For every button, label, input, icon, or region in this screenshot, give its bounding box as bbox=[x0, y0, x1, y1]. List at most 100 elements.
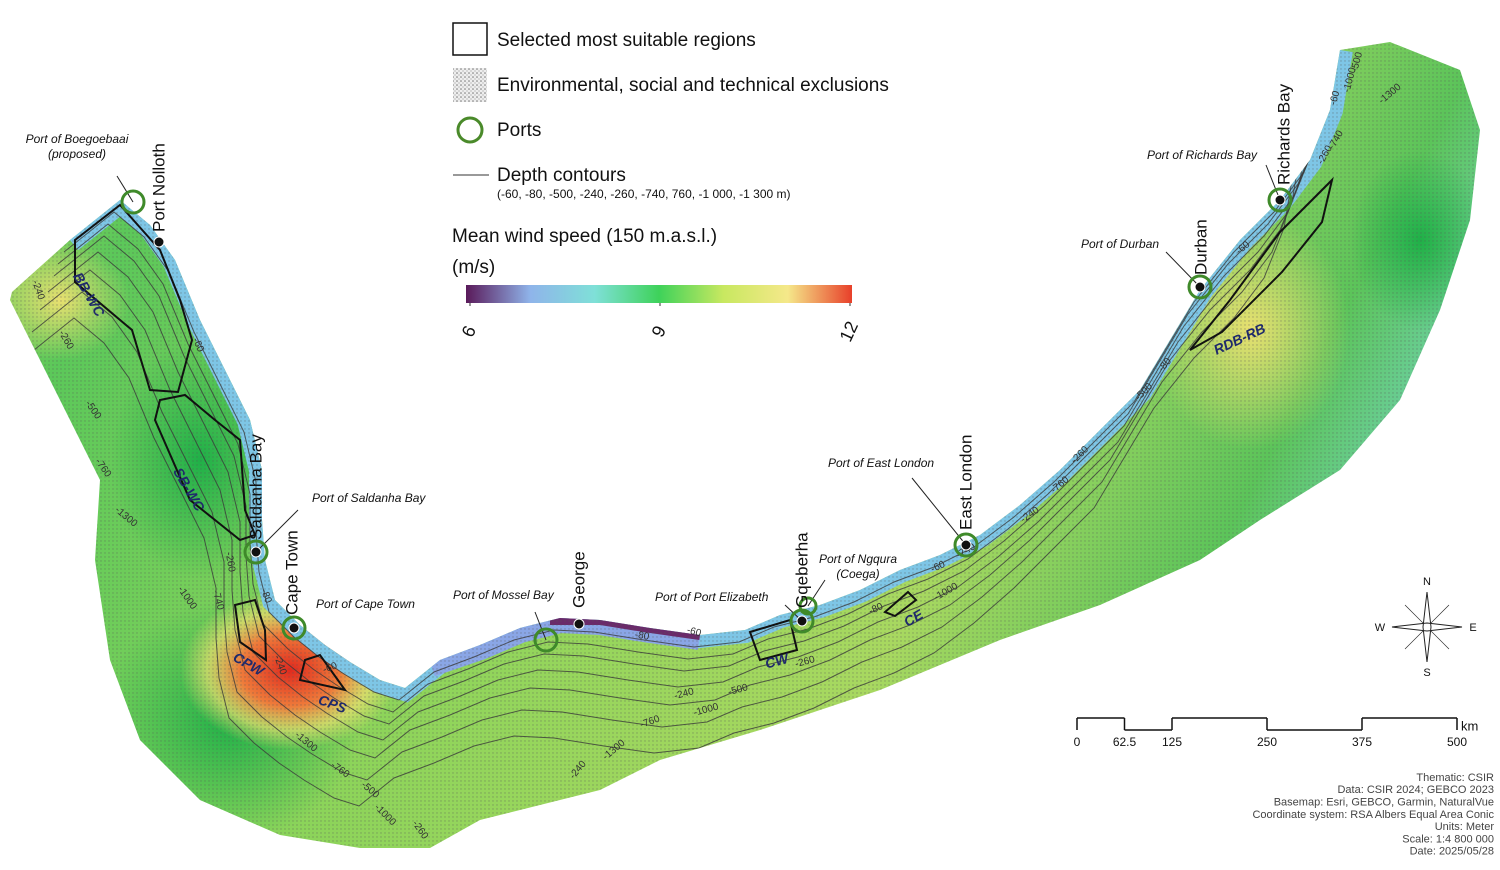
port-label: (proposed) bbox=[48, 147, 106, 161]
credit-line: Data: CSIR 2024; GEBCO 2023 bbox=[1337, 784, 1494, 796]
town-label: Richards Bay bbox=[1274, 83, 1293, 185]
port-leader bbox=[534, 611, 547, 641]
town-label: East London bbox=[956, 435, 975, 530]
port-marker bbox=[953, 532, 979, 558]
port-leader bbox=[911, 477, 967, 546]
colorbar-tick-label: 12 bbox=[836, 318, 863, 345]
legend-port-swatch bbox=[456, 116, 484, 144]
legend-wind-unit: (m/s) bbox=[452, 257, 495, 278]
town-dot bbox=[1274, 194, 1286, 206]
region-outline bbox=[1189, 176, 1334, 351]
contour-label: -260 bbox=[223, 551, 237, 573]
port-marker bbox=[798, 596, 818, 616]
legend-contours: Depth contours bbox=[497, 165, 626, 186]
depth-contour bbox=[57, 73, 1329, 713]
credit-line: Thematic: CSIR bbox=[1416, 772, 1494, 784]
port-label: Port of East London bbox=[828, 456, 934, 470]
town-dot bbox=[250, 546, 262, 558]
contour-label: -60 bbox=[686, 625, 703, 639]
contour-label: -500 bbox=[1349, 51, 1365, 74]
port-marker bbox=[1187, 274, 1213, 300]
credit-line: Coordinate system: RSA Albers Equal Area… bbox=[1252, 809, 1494, 821]
port-label: Port of Saldanha Bay bbox=[312, 491, 426, 505]
depth-contour bbox=[31, 141, 1303, 781]
compass: N E S W bbox=[1375, 576, 1477, 679]
scale-tick-label: 375 bbox=[1352, 735, 1372, 749]
scale-unit: km bbox=[1461, 718, 1478, 733]
regions bbox=[74, 176, 1334, 692]
depth-contour bbox=[53, 85, 1325, 725]
region-label: CW bbox=[763, 650, 791, 672]
region-outline bbox=[153, 393, 257, 542]
scale-tick-label: 0 bbox=[1074, 735, 1081, 749]
scale-tick-label: 250 bbox=[1257, 735, 1277, 749]
contour-label: -60 bbox=[321, 660, 339, 675]
contour-label: -80 bbox=[634, 629, 651, 642]
port-marker bbox=[243, 539, 269, 565]
legend-exclusions: Environmental, social and technical excl… bbox=[497, 75, 889, 96]
scale-tick-label: 500 bbox=[1447, 735, 1467, 749]
scale-bar: 0 62.5 125 250 375 500 km bbox=[1074, 717, 1478, 749]
town-dot bbox=[288, 622, 300, 634]
town-dot bbox=[796, 615, 808, 627]
town-label: Durban bbox=[1191, 219, 1210, 275]
legend-regions: Selected most suitable regions bbox=[497, 30, 756, 51]
town-label: Saldanha Bay bbox=[246, 434, 265, 540]
town-dot bbox=[960, 539, 972, 551]
port-label: Port of Richards Bay bbox=[1147, 148, 1258, 162]
compass-letter: S bbox=[1423, 667, 1430, 679]
depth-contour bbox=[39, 119, 1311, 759]
depth-contour bbox=[63, 61, 1335, 701]
contour-label: -240 bbox=[673, 686, 696, 702]
legend: Selected most suitable regions Environme… bbox=[452, 22, 889, 345]
scale-tick-label: 125 bbox=[1162, 735, 1182, 749]
port-marker bbox=[1267, 187, 1293, 213]
port-leader bbox=[1265, 164, 1281, 201]
contour-label: -60 bbox=[1328, 89, 1342, 106]
port-marker bbox=[281, 615, 307, 641]
town-label: Cape Town bbox=[282, 530, 301, 615]
port-marker bbox=[120, 189, 146, 215]
compass-letter: W bbox=[1375, 622, 1386, 634]
colorbar-tick-label: 6 bbox=[458, 323, 480, 341]
compass-letter: N bbox=[1423, 576, 1431, 588]
port-marker bbox=[533, 627, 559, 653]
legend-exclusion-swatch bbox=[453, 68, 487, 102]
region-outline bbox=[74, 203, 194, 394]
region-outline bbox=[883, 590, 918, 618]
port-label: Port of Port Elizabeth bbox=[655, 590, 769, 604]
port-leader bbox=[807, 579, 826, 607]
colorbar bbox=[466, 285, 852, 303]
legend-ports: Ports bbox=[497, 120, 541, 141]
contour-label: -740 bbox=[210, 589, 226, 612]
contour-label: -80 bbox=[258, 587, 273, 605]
legend-region-swatch bbox=[452, 22, 488, 56]
depth-contour bbox=[23, 167, 1295, 807]
credit-line: Basemap: Esri, GEBCO, Garmin, NaturalVue bbox=[1274, 797, 1494, 809]
depth-contour bbox=[47, 101, 1319, 741]
port-leader bbox=[1165, 251, 1201, 288]
town-dot bbox=[1194, 281, 1206, 293]
region-outline bbox=[233, 598, 268, 662]
town-label: George bbox=[569, 551, 588, 608]
region-outline bbox=[298, 653, 348, 692]
credit-line: Units: Meter bbox=[1435, 821, 1495, 833]
town-dot bbox=[153, 236, 165, 248]
town-dot bbox=[573, 618, 585, 630]
legend-wind-title: Mean wind speed (150 m.a.s.l.) bbox=[452, 226, 717, 247]
port-label: Port of Boegoebaai bbox=[26, 132, 129, 146]
port-label: Port of Durban bbox=[1081, 237, 1159, 251]
compass-letter: E bbox=[1469, 622, 1476, 634]
credit-line: Date: 2025/05/28 bbox=[1410, 846, 1494, 858]
contour-label: -500 bbox=[727, 682, 750, 698]
port-label: Port of Ngqura bbox=[819, 552, 897, 566]
region-outline bbox=[748, 618, 799, 662]
credit-line: Scale: 1:4 800 000 bbox=[1402, 833, 1494, 845]
colorbar-tick-label: 9 bbox=[648, 323, 670, 341]
port-label: (Coega) bbox=[836, 567, 879, 581]
legend-contour-values: (-60, -80, -500, -240, -260, -740, 760, … bbox=[497, 187, 791, 201]
